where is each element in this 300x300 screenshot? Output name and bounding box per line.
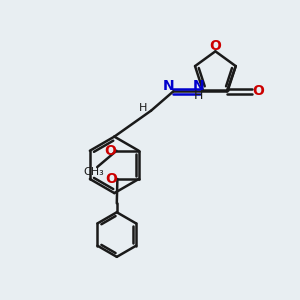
Text: O: O bbox=[209, 39, 221, 53]
Text: O: O bbox=[252, 84, 264, 98]
Text: O: O bbox=[104, 144, 116, 158]
Text: H: H bbox=[194, 89, 203, 102]
Text: N: N bbox=[193, 79, 204, 93]
Text: O: O bbox=[106, 172, 117, 186]
Text: N: N bbox=[163, 79, 174, 93]
Text: H: H bbox=[139, 103, 147, 113]
Text: CH₃: CH₃ bbox=[84, 167, 105, 177]
